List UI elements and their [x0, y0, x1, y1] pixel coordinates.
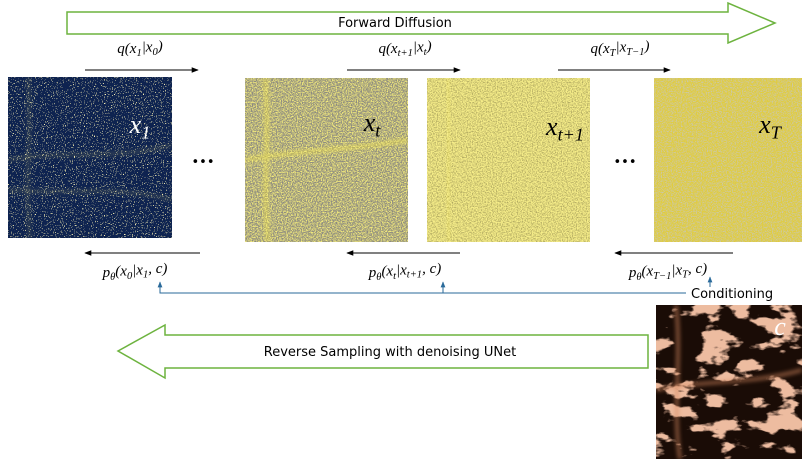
formula-text: |x — [616, 40, 627, 56]
formula-text: ) — [426, 38, 432, 54]
formula-text: , c) — [422, 261, 441, 277]
subscript: t+1 — [398, 48, 413, 59]
reverse-label: Reverse Sampling with denoising UNet — [264, 345, 516, 360]
condition-image-label: c — [774, 312, 786, 341]
subscript: t — [424, 47, 428, 58]
reverse-step-label: pθ(xt|xt+1, c) — [368, 261, 441, 283]
formula-text: q(x — [591, 41, 610, 57]
subscript: θ — [636, 272, 641, 283]
subscript: 1 — [141, 122, 150, 142]
subscript: T−1 — [653, 271, 671, 282]
image-xt1 — [427, 78, 590, 242]
formula-text: x — [758, 110, 771, 139]
formula-text: |x — [413, 40, 424, 56]
formula-text: |x — [132, 262, 143, 278]
formula-text: x — [363, 108, 376, 137]
formula-text: |x — [396, 262, 407, 278]
formula-text: |x — [671, 262, 682, 278]
formula-text: p — [368, 265, 377, 281]
subscript: T−1 — [626, 47, 644, 58]
subscript: T — [771, 122, 783, 142]
forward-step-label: q(xt+1|xt) — [378, 38, 431, 59]
conditioning-line — [157, 281, 686, 294]
image-x1 — [8, 77, 172, 238]
conditioning-label: Conditioning — [691, 287, 773, 302]
image-xt — [245, 78, 408, 242]
subscript: T — [610, 48, 617, 59]
formula-text: , c) — [688, 261, 707, 277]
subscript: θ — [110, 272, 115, 283]
formula-text: q(x — [378, 41, 397, 57]
formula-text: , c) — [148, 261, 167, 277]
forward-arrow — [66, 1, 777, 45]
image-xT — [654, 78, 802, 242]
image-label: xT — [758, 110, 783, 142]
image-label: x1 — [129, 110, 151, 142]
reverse-arrow — [116, 323, 649, 380]
formula-text: p — [628, 265, 637, 281]
subscript: 0 — [152, 47, 158, 58]
subscript: t — [393, 271, 397, 282]
subscript: t+1 — [407, 269, 422, 280]
formula-text: p — [102, 265, 111, 281]
formula-text: (x — [642, 264, 654, 280]
subscript: t+1 — [558, 124, 584, 144]
subscript: 1 — [143, 269, 148, 280]
image-label: xt — [363, 108, 382, 140]
forward-label: Forward Diffusion — [338, 16, 452, 31]
ellipsis: ••• — [191, 155, 214, 170]
image-label: xt+1 — [545, 112, 584, 144]
subscript: θ — [376, 272, 381, 283]
subscript: t — [375, 120, 381, 140]
formula-text: |x — [142, 40, 153, 56]
formula-text: (x — [381, 264, 393, 280]
subscript: 0 — [127, 271, 133, 282]
subscript: T — [682, 269, 689, 280]
formula-text: q(x — [117, 41, 136, 57]
ellipsis: ••• — [613, 155, 636, 170]
image-c — [656, 305, 802, 459]
reverse-step-label: pθ(x0|x1, c) — [102, 261, 168, 283]
formula-text: x — [545, 112, 558, 141]
forward-step-label: q(x1|x0) — [117, 38, 162, 59]
formula-text: ) — [643, 38, 649, 54]
forward-step-label: q(xT|xT−1) — [591, 38, 650, 59]
formula-text: x — [129, 110, 142, 139]
formula-text: (x — [115, 264, 127, 280]
formula-text: ) — [157, 38, 163, 54]
subscript: 1 — [136, 48, 141, 59]
reverse-step-label: pθ(xT−1|xT, c) — [628, 261, 707, 283]
